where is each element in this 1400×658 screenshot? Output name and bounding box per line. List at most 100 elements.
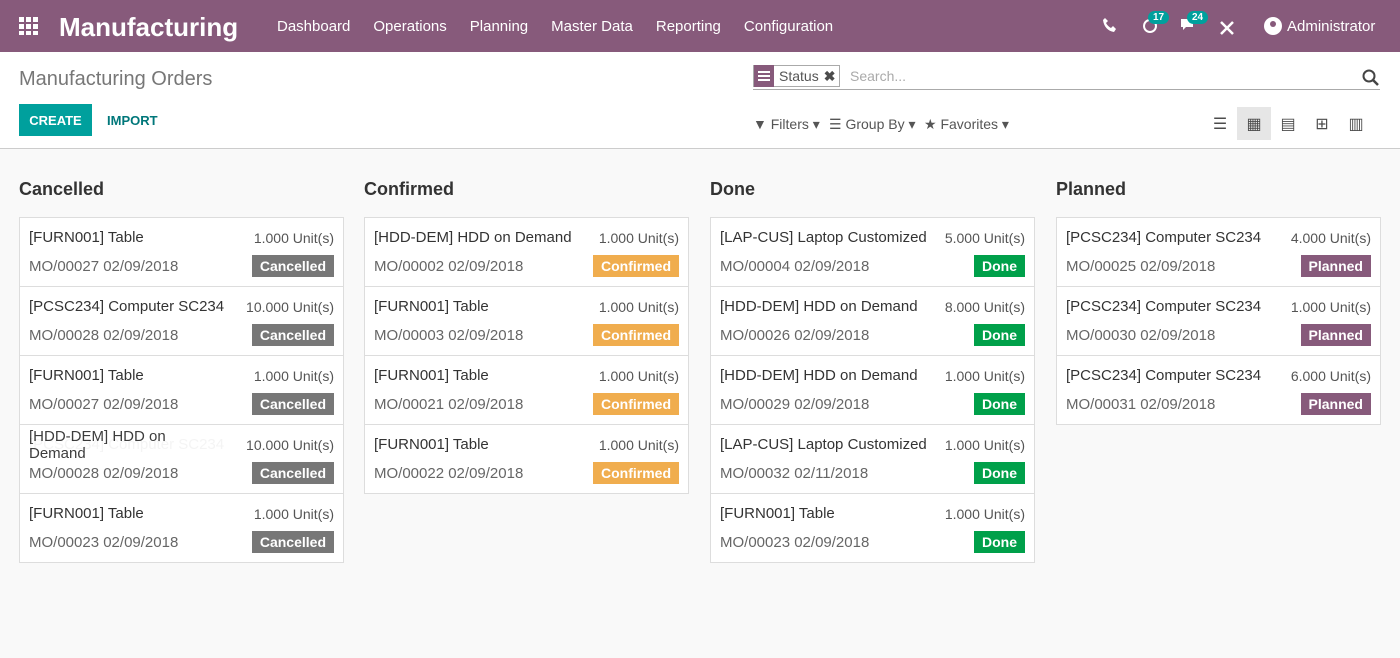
menu-item[interactable]: Configuration [743, 18, 834, 35]
quantity: 1.000 Unit(s) [599, 299, 679, 315]
user-name[interactable]: Administrator [1287, 18, 1376, 35]
reference: MO/00032 [720, 465, 791, 482]
unit: Unit(s) [292, 437, 334, 453]
menu-item[interactable]: Reporting [655, 18, 721, 35]
date: 02/09/2018 [103, 327, 179, 344]
calendar-view[interactable]: ▤ [1280, 115, 1296, 133]
date: 02/09/2018 [794, 327, 870, 344]
order-card[interactable]: [PCSC234] Computer SC234 4.000 Unit(s) MO/… [1056, 217, 1381, 287]
date: 02/11/2018 [794, 465, 869, 482]
order-card[interactable]: [PCSC234] Computer SC234 1.000 Unit(s) MO/… [1056, 286, 1381, 356]
apps-icon[interactable] [19, 17, 39, 35]
order-ref: MO/00030 02/09/2018 [1066, 327, 1215, 344]
order-ref: MO/00031 02/09/2018 [1066, 396, 1215, 413]
unit: Unit(s) [1329, 230, 1371, 246]
order-ref: MO/00032 02/11/2018 [720, 465, 868, 482]
order-card[interactable]: [PCSC234] Computer SC234 10.000 Unit(s) MO… [19, 286, 344, 356]
product-name: [FURN001] Table [29, 367, 144, 384]
menu-item[interactable]: Operations [373, 18, 447, 35]
activity-badge: 17 [1148, 11, 1170, 24]
import-button[interactable]: IMPORT [107, 113, 158, 128]
column-title: Cancelled [19, 179, 105, 199]
order-ref: MO/00026 02/09/2018 [720, 327, 869, 344]
order-ref: MO/00021 02/09/2018 [374, 396, 523, 413]
quantity-value: 1.000 [944, 437, 980, 453]
unit: Unit(s) [637, 437, 679, 453]
quantity-value: 6.000 [1290, 368, 1326, 384]
product-name: [FURN001] Table [374, 298, 489, 315]
status-tag: Done [974, 324, 1025, 346]
order-card[interactable]: [PCSC234] Computer SC234 6.000 Unit(s) MO/… [1056, 355, 1381, 425]
product-name: [FURN001] Table [29, 505, 144, 522]
avatar[interactable] [1264, 17, 1282, 35]
quantity-value: 1.000 [598, 368, 634, 384]
order-card[interactable]: [FURN001] Table 1.000 Unit(s) MO/00027 02/… [19, 217, 344, 287]
menu-item[interactable]: Dashboard [277, 18, 351, 35]
order-ref: MO/00029 02/09/2018 [720, 396, 869, 413]
quantity-value: 1.000 [598, 437, 634, 453]
order-card[interactable]: [FURN001] Table 1.000 Unit(s) MO/00027 02/… [19, 355, 344, 425]
order-ref: MO/00028 02/09/2018 [29, 327, 178, 344]
quantity: 1.000 Unit(s) [599, 368, 679, 384]
unit: Unit(s) [1329, 299, 1371, 315]
search-box[interactable]: Status ✖ Search... [753, 65, 1380, 90]
order-card[interactable]: [LAP-CUS] Laptop Customized 1.000 Unit(s)… [710, 424, 1035, 494]
quantity: 1.000 Unit(s) [599, 230, 679, 246]
order-card[interactable]: [FURN001] Table 1.000 Unit(s) MO/00023 02/… [710, 493, 1035, 563]
pivot-view[interactable]: ⊞ [1315, 115, 1329, 133]
quantity: 1.000 Unit(s) [1291, 299, 1371, 315]
reference: MO/00023 [29, 534, 100, 551]
order-card[interactable]: [LAP-CUS] Laptop Customized 5.000 Unit(s)… [710, 217, 1035, 287]
reference: MO/00027 [29, 258, 100, 275]
tools-icon[interactable] [1219, 20, 1235, 36]
reference: MO/00025 [1066, 258, 1137, 275]
status-tag: Cancelled [251, 462, 334, 484]
product-name: [LAP-CUS] Laptop Customized [720, 229, 927, 246]
order-ref: MO/00025 02/09/2018 [1066, 258, 1215, 275]
quantity-value: 1.000 [944, 506, 980, 522]
order-card[interactable]: [FURN001] Table 1.000 Unit(s) MO/00003 02/… [364, 286, 689, 356]
quantity-value: 1.000 [253, 506, 289, 522]
groupby-menu[interactable]: ☰ Group By ▾ [829, 116, 916, 132]
control-panel: Manufacturing Orders CREATE IMPORT Statu… [0, 52, 1400, 149]
product-name: [PCSC234] Computer SC234 [1066, 298, 1262, 315]
product-name: [LAP-CUS] Laptop Customized [720, 436, 927, 453]
menu-item[interactable]: Master Data [551, 18, 633, 35]
order-card[interactable]: [FURN001] Table 1.000 Unit(s) MO/00021 02/… [364, 355, 689, 425]
reference: MO/00027 [29, 396, 100, 413]
unit: Unit(s) [983, 368, 1025, 384]
order-card[interactable]: [HDD-DEM] HDD on Demand 8.000 Unit(s) MO/0… [710, 286, 1035, 356]
status-tag: Confirmed [593, 462, 679, 484]
menu: Dashboard Operations Planning Master Data Re… [277, 18, 833, 35]
order-card[interactable]: [HDD-DEM] HDD on Demand 1.000 Unit(s) MO/0… [710, 355, 1035, 425]
list-view[interactable]: ☰ [1212, 115, 1228, 133]
search-icon[interactable] [1362, 69, 1380, 87]
order-card[interactable]: [FURN001] Table 1.000 Unit(s) MO/00022 02/… [364, 424, 689, 494]
status-tag: Confirmed [593, 255, 679, 277]
order-card[interactable]: [HDD-DEM] HDD on Demand 1.000 Unit(s) MO/0… [364, 217, 689, 287]
facet[interactable]: Status ✖ [753, 65, 841, 87]
phone-icon[interactable] [1102, 17, 1118, 33]
favorites-menu[interactable]: ★ Favorites ▾ [924, 116, 1009, 132]
product-name: [FURN001] Table [720, 505, 835, 522]
kanban-column: Planned [PCSC234] Computer SC234 4.000 Uni… [1056, 170, 1381, 425]
create-button[interactable]: CREATE [19, 104, 92, 136]
favorites-label: Favorites [940, 116, 999, 132]
menu-item[interactable]: Planning [469, 18, 529, 35]
dragged-card[interactable]: [HDD-DEM] HDD on Demand [20, 426, 228, 464]
unit: Unit(s) [292, 506, 334, 522]
order-card[interactable]: [FURN001] Table 1.000 Unit(s) MO/00023 02/… [19, 493, 344, 563]
date: 02/09/2018 [448, 465, 524, 482]
filters-menu[interactable]: ▼ Filters ▾ [753, 116, 820, 132]
reference: MO/00030 [1066, 327, 1137, 344]
kanban-view[interactable]: ▦ [1237, 107, 1271, 140]
unit: Unit(s) [983, 230, 1025, 246]
graph-view[interactable]: ▥ [1348, 115, 1364, 133]
reference: MO/00031 [1066, 396, 1137, 413]
quantity-value: 1.000 [598, 230, 634, 246]
kanban-column: Confirmed [HDD-DEM] HDD on Demand 1.000 Un… [364, 170, 689, 494]
order-ref: MO/00004 02/09/2018 [720, 258, 869, 275]
brand[interactable]: Manufacturing [59, 12, 239, 42]
order-ref: MO/00028 02/09/2018 [29, 465, 178, 482]
